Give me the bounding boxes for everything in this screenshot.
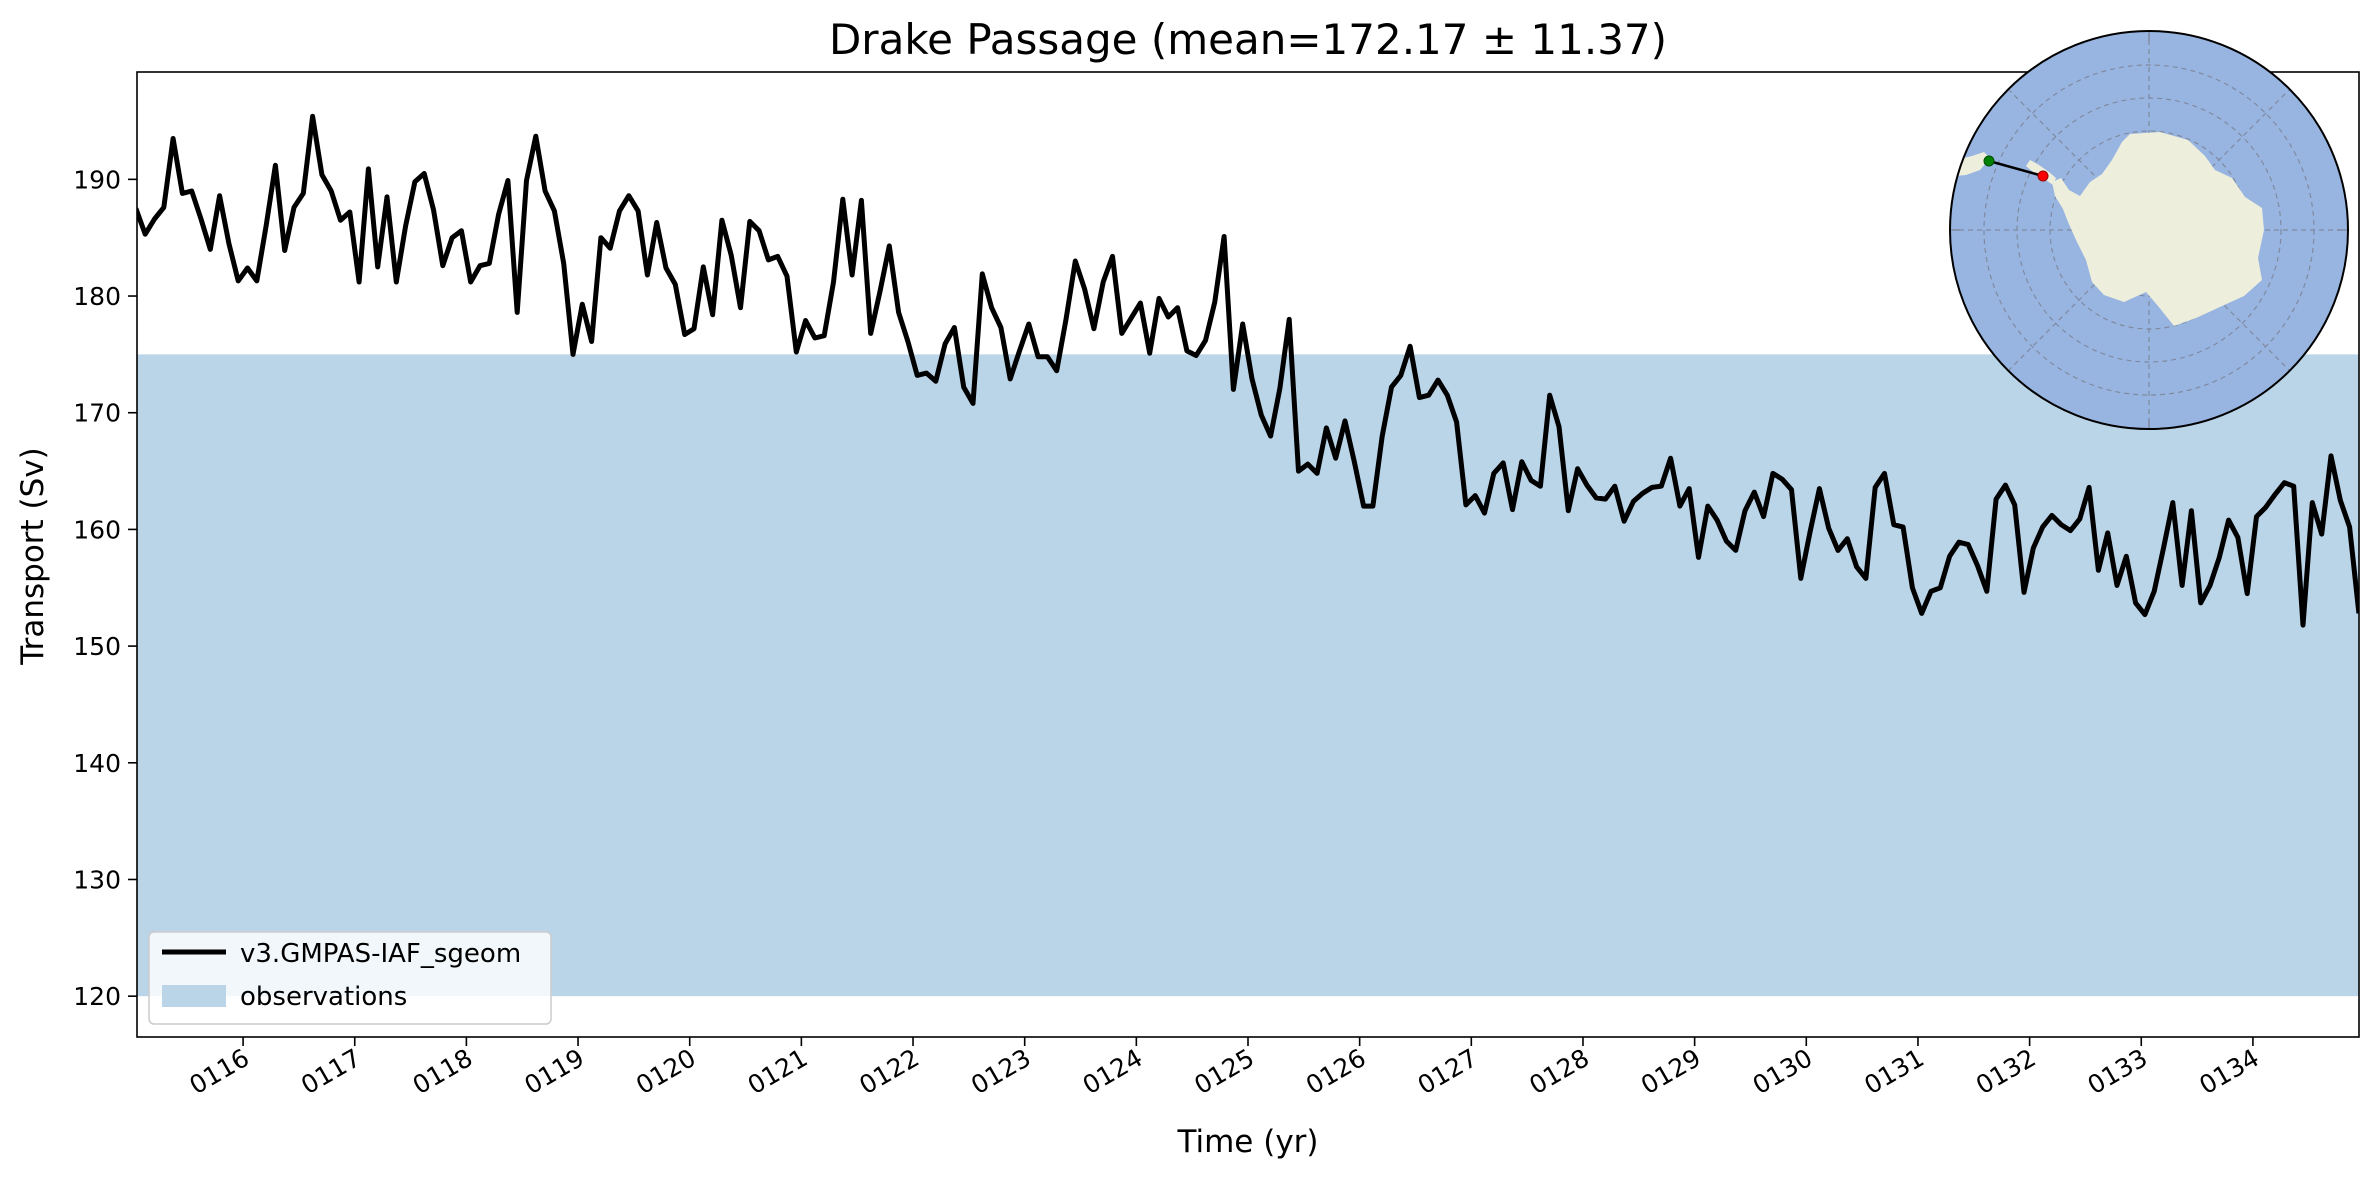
x-tick-label: 0125 xyxy=(1189,1043,1259,1100)
x-tick-label: 0128 xyxy=(1524,1043,1594,1100)
x-tick-label: 0130 xyxy=(1748,1043,1818,1100)
x-tick-label: 0127 xyxy=(1413,1043,1483,1100)
x-tick-label: 0126 xyxy=(1301,1043,1371,1100)
y-tick-label: 190 xyxy=(73,165,121,194)
x-tick-label: 0129 xyxy=(1636,1043,1706,1100)
x-tick-label: 0120 xyxy=(631,1043,701,1100)
legend: v3.GMPAS-IAF_sgeom observations xyxy=(148,931,552,1025)
transect-line xyxy=(1988,159,2044,178)
observations-band xyxy=(137,354,2359,997)
transect-start-marker xyxy=(1983,155,1995,167)
y-tick-label: 160 xyxy=(73,515,121,544)
x-tick-label: 0117 xyxy=(296,1043,366,1100)
x-tick-label: 0132 xyxy=(1971,1043,2041,1100)
map-border xyxy=(1949,30,2349,430)
x-tick-label: 0133 xyxy=(2083,1043,2153,1100)
y-tick-label: 180 xyxy=(73,282,121,311)
y-tick-label: 140 xyxy=(73,749,121,778)
x-tick-label: 0124 xyxy=(1078,1043,1148,1100)
series-line-v3-gmpas xyxy=(137,113,2359,628)
x-tick-label: 0119 xyxy=(519,1043,589,1100)
x-tick-label: 0123 xyxy=(966,1043,1036,1100)
map-ticks xyxy=(1950,31,2348,429)
y-tick-label: 130 xyxy=(73,865,121,894)
x-tick-label: 0121 xyxy=(743,1043,813,1100)
x-axis-ticks: 0116 0117 0118 0119 0120 0121 0122 0123 0124 0125… xyxy=(184,1037,2264,1100)
chart-title: Drake Passage (mean=172.17 ± 11.37) xyxy=(829,15,1667,64)
y-axis-label: Transport (Sv) xyxy=(15,447,51,666)
antarctica-inset-map xyxy=(1949,30,2349,430)
y-axis-ticks: 120 130 140 150 160 170 180 190 xyxy=(73,165,137,1011)
x-tick-label: 0116 xyxy=(184,1043,254,1100)
transect-end-marker xyxy=(2037,170,2049,182)
y-tick-label: 150 xyxy=(73,632,121,661)
x-axis-label: Time (yr) xyxy=(1177,1124,1319,1160)
y-tick-label: 170 xyxy=(73,399,121,428)
x-tick-label: 0134 xyxy=(2194,1043,2264,1100)
x-tick-label: 0131 xyxy=(1859,1043,1929,1100)
legend-label-observations: observations xyxy=(240,982,407,1012)
legend-band-swatch xyxy=(162,985,226,1007)
x-tick-label: 0122 xyxy=(854,1043,924,1100)
x-tick-label: 0118 xyxy=(408,1043,478,1100)
legend-label-series: v3.GMPAS-IAF_sgeom xyxy=(240,939,521,969)
legend-frame xyxy=(148,931,552,1025)
y-tick-label: 120 xyxy=(73,982,121,1011)
antarctica-landmass xyxy=(2052,132,2264,326)
